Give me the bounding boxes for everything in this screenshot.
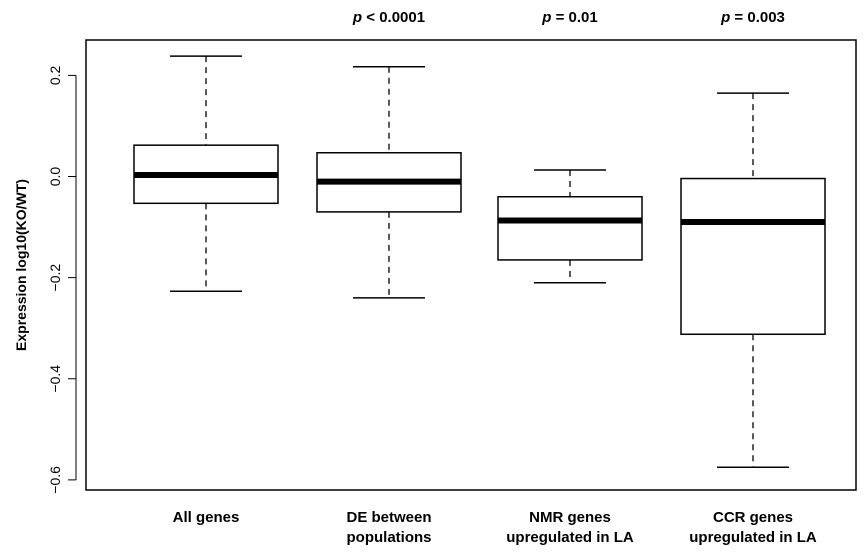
pvalue-label: p = 0.01: [541, 9, 597, 26]
box-3: [497, 169, 643, 284]
boxes-group: [133, 55, 826, 468]
y-tick-label: 0.2: [47, 65, 63, 85]
pvalue-label: p = 0.003: [720, 9, 785, 26]
category-label: DE between populations: [346, 509, 431, 546]
y-axis: 0.2 0.0 −0.2 −0.4 −0.6: [47, 65, 77, 494]
iqr-box: [680, 177, 826, 336]
y-axis-label: Expression log10(KO/WT): [13, 179, 29, 351]
pvalue-label: p < 0.0001: [352, 9, 425, 26]
category-labels: All genes DE between populations NMR genes u…: [173, 509, 817, 546]
pvalue-labels: p < 0.0001 p = 0.01 p = 0.003: [352, 9, 785, 26]
iqr-box: [497, 195, 643, 261]
y-tick-label: 0.0: [47, 167, 63, 187]
y-tick-label: −0.4: [47, 365, 63, 393]
y-tick-label: −0.2: [47, 264, 63, 292]
category-label: NMR genes upregulated in LA: [506, 509, 634, 546]
y-tick-label: −0.6: [47, 466, 63, 494]
category-label: CCR genes upregulated in LA: [689, 509, 817, 546]
plot-frame: [85, 39, 857, 491]
box-2: [316, 66, 462, 299]
box-1: [133, 55, 279, 293]
box-4: [680, 92, 826, 468]
category-label: All genes: [173, 509, 240, 526]
